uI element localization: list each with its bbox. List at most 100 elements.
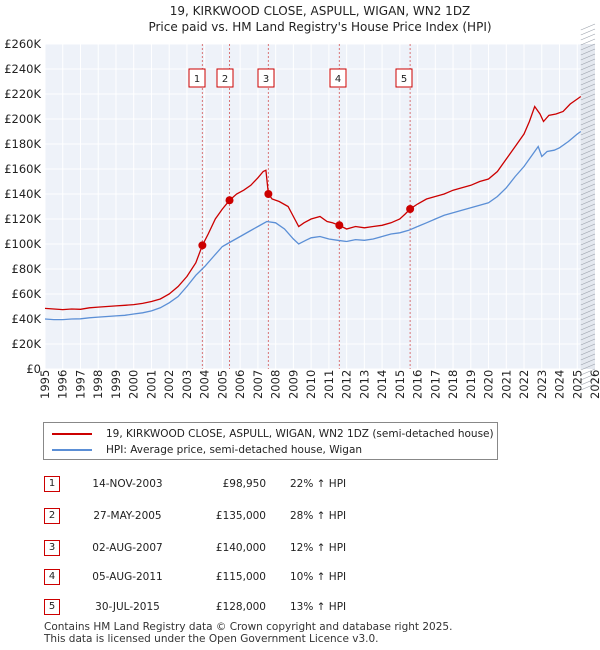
x-tick-label: 2018	[446, 370, 460, 399]
forecast-hatch	[580, 63, 596, 71]
sale-point-1	[198, 241, 207, 250]
x-tick-label: 1995	[38, 370, 52, 399]
forecast-hatch	[580, 103, 596, 111]
forecast-hatch	[580, 83, 596, 91]
x-tick-label: 2011	[322, 370, 336, 399]
forecast-hatch	[580, 323, 596, 331]
x-tick-label: 2004	[198, 370, 212, 399]
forecast-hatch	[580, 238, 596, 246]
forecast-hatch	[580, 228, 596, 236]
tx-number: 4	[44, 569, 60, 585]
forecast-hatch	[580, 183, 596, 191]
sale-badge-5	[395, 68, 413, 88]
tx-price: £115,000	[215, 571, 266, 583]
sale-point-3	[264, 190, 273, 198]
forecast-hatch	[580, 358, 596, 366]
x-tick-label: 2003	[180, 370, 194, 399]
forecast-hatch	[580, 48, 596, 56]
y-tick-label: £0	[26, 362, 41, 376]
x-tick-label: 2024	[553, 370, 567, 399]
x-tick-label: 2022	[517, 370, 531, 399]
forecast-hatch	[580, 213, 596, 221]
chart-legend: 19, KIRKWOOD CLOSE, ASPULL, WIGAN, WN2 1…	[43, 422, 498, 460]
y-tick-label: £160K	[4, 162, 41, 176]
tx-price: £135,000	[215, 510, 266, 522]
forecast-hatch	[580, 243, 596, 251]
forecast-hatch	[580, 378, 596, 386]
x-tick-label: 1996	[56, 370, 70, 399]
y-tick-label: £260K	[4, 37, 41, 51]
forecast-hatch	[580, 218, 596, 226]
forecast-hatch	[580, 338, 596, 346]
forecast-hatch	[580, 248, 596, 256]
x-tick-label: 2015	[393, 370, 407, 399]
forecast-hatch	[580, 273, 596, 281]
x-tick-label: 2019	[464, 370, 478, 399]
forecast-hatch	[580, 98, 596, 106]
x-tick-label: 2016	[411, 370, 425, 399]
forecast-hatch	[580, 123, 596, 131]
forecast-hatch	[580, 68, 596, 76]
sale-badge-3	[257, 68, 275, 88]
forecast-hatch	[580, 178, 596, 186]
legend-item-property: 19, KIRKWOOD CLOSE, ASPULL, WIGAN, WN2 1…	[52, 427, 494, 441]
legend-swatch-property	[52, 433, 92, 435]
forecast-hatch	[580, 38, 596, 46]
sale-badge-label-3: 3	[263, 74, 269, 85]
x-tick-label: 2007	[251, 370, 265, 399]
hpi-line	[44, 130, 582, 321]
y-axis: £0 £20K £40K £60K £80K £100K £120K £140K £160K £1…	[4, 37, 41, 376]
x-tick-label: 2020	[482, 370, 496, 399]
forecast-hatch	[580, 283, 596, 291]
tx-hpi: 13% ↑ HPI	[290, 601, 347, 613]
forecast-hatch	[580, 118, 596, 126]
table-row: 5 30-JUL-2015 £128,000 13% ↑ HPI	[0, 596, 600, 618]
forecast-hatch	[580, 303, 596, 311]
tx-number: 3	[44, 540, 60, 556]
x-tick-label: 2026	[588, 370, 600, 399]
legend-label-hpi: HPI: Average price, semi-detached house,…	[106, 444, 363, 456]
y-tick-label: £120K	[4, 212, 41, 226]
forecast-hatch	[580, 58, 596, 66]
forecast-hatch	[580, 383, 596, 391]
sale-badge-1	[188, 68, 206, 88]
forecast-hatch	[580, 333, 596, 341]
x-tick-label: 1999	[109, 370, 123, 399]
x-tick-label: 2008	[269, 370, 283, 399]
forecast-region	[580, 23, 596, 391]
sale-point-2	[225, 196, 234, 205]
tx-date: 05-AUG-2011	[92, 571, 163, 583]
forecast-hatch	[580, 53, 596, 61]
sale-badge-label-5: 5	[401, 74, 407, 85]
forecast-hatch	[580, 138, 596, 146]
sale-badge-4	[329, 68, 347, 88]
x-tick-label: 2021	[499, 370, 513, 399]
forecast-hatch	[580, 293, 596, 301]
forecast-hatch	[580, 373, 596, 381]
plot-area	[45, 44, 595, 369]
forecast-hatch	[580, 253, 596, 261]
forecast-hatch	[580, 368, 596, 376]
forecast-hatch	[580, 348, 596, 356]
sale-badge-2	[216, 68, 234, 88]
forecast-hatch	[580, 158, 596, 166]
footer-license: This data is licensed under the Open Gov…	[44, 633, 379, 645]
forecast-hatch	[580, 43, 596, 51]
forecast-hatch	[580, 128, 596, 136]
forecast-hatch	[580, 353, 596, 361]
forecast-hatch	[580, 258, 596, 266]
x-tick-label: 2009	[286, 370, 300, 399]
forecast-hatch	[580, 263, 596, 271]
legend-swatch-hpi	[52, 449, 92, 451]
forecast-hatch	[580, 328, 596, 336]
table-row: 1 14-NOV-2003 £98,950 22% ↑ HPI	[0, 473, 600, 495]
legend-label-property: 19, KIRKWOOD CLOSE, ASPULL, WIGAN, WN2 1…	[106, 428, 494, 440]
forecast-hatch	[580, 203, 596, 211]
sale-badge-label-4: 4	[335, 74, 341, 85]
forecast-hatch	[580, 208, 596, 216]
tx-number: 2	[44, 508, 60, 524]
forecast-hatch	[580, 28, 596, 36]
forecast-hatch	[580, 193, 596, 201]
tx-hpi: 10% ↑ HPI	[290, 571, 347, 583]
forecast-hatch	[580, 148, 596, 156]
